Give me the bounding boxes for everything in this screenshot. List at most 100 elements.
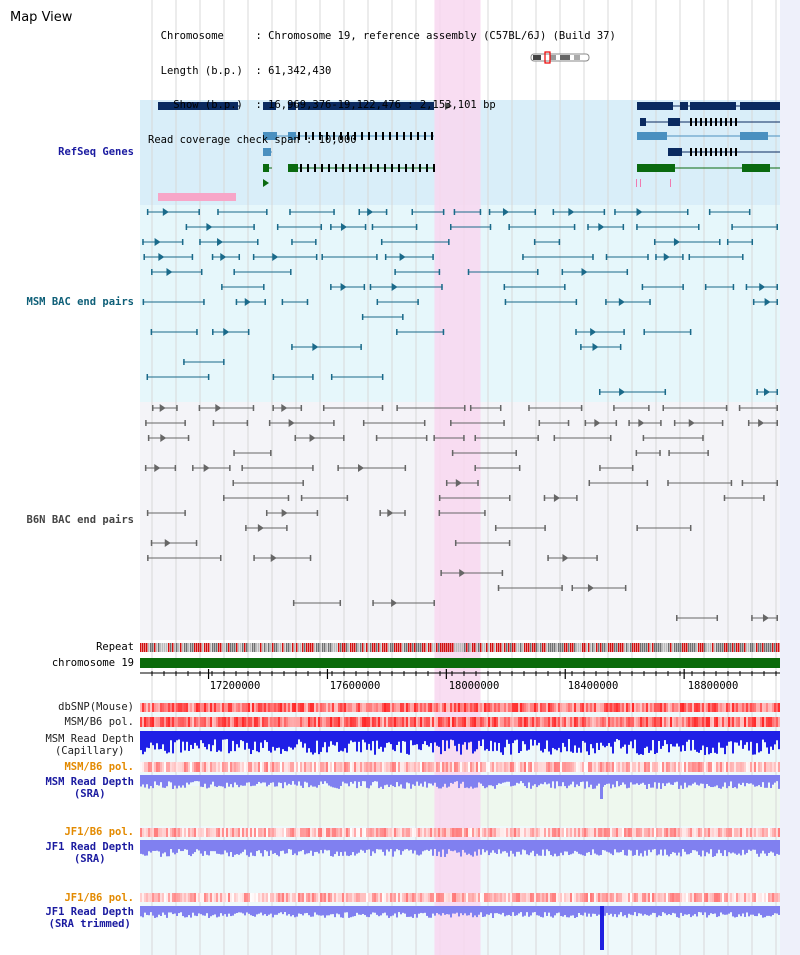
repeat-mark — [770, 643, 772, 652]
jf1-b6-pol-2-heat — [736, 893, 738, 902]
msm-b6-pol-2-heat — [262, 762, 264, 772]
msm-depth-capillary-bar — [204, 731, 206, 747]
track-label-msm-b6-pol: MSM/B6 pol. — [64, 716, 134, 728]
jf1-depth-trim-bar — [200, 906, 202, 915]
msm-b6-pol-heat — [296, 717, 298, 727]
msm-b6-pol-heat — [768, 717, 770, 727]
b6n-bac-end — [503, 420, 505, 426]
repeat-mark — [500, 643, 502, 652]
dbsnp-heat — [194, 703, 196, 712]
jf1-depth-sra-bar — [426, 840, 428, 850]
msm-depth-capillary-bar — [334, 731, 336, 746]
msm-bac-end — [641, 284, 644, 290]
jf1-b6-pol-2-heat — [460, 893, 462, 902]
dbsnp-heat — [424, 703, 426, 712]
gene-exon — [735, 118, 737, 126]
msm-b6-pol-2-heat — [402, 762, 404, 772]
dbsnp-heat — [280, 703, 282, 712]
msm-b6-pol-2-heat — [380, 762, 382, 772]
repeat-mark — [502, 643, 504, 652]
msm-b6-pol-heat — [246, 717, 248, 727]
msm-b6-pol-2-heat — [744, 762, 746, 772]
dbsnp-heat — [302, 703, 304, 712]
msm-b6-pol-heat — [610, 717, 612, 727]
jf1-b6-pol-2-heat — [630, 893, 632, 902]
msm-bac-end — [448, 239, 450, 245]
jf1-b6-pol-2-heat — [448, 893, 450, 902]
jf1-depth-trim-bar — [544, 906, 546, 913]
msm-depth-sra-bar — [480, 775, 482, 784]
dbsnp-heat — [474, 703, 476, 712]
msm-b6-pol-2-heat — [428, 762, 430, 772]
chromosome-ideogram-icon[interactable] — [530, 51, 592, 65]
jf1-b6-pol-heat — [466, 828, 468, 837]
jf1-depth-sra-bar — [388, 840, 390, 852]
jf1-depth-trim-bar — [276, 906, 278, 915]
dbsnp-heat — [632, 703, 634, 712]
jf1-depth-sra-bar — [222, 840, 224, 855]
jf1-b6-pol-2-heat — [614, 893, 616, 902]
dbsnp-heat — [426, 703, 428, 712]
msm-depth-capillary-bar — [534, 731, 536, 740]
gene-exon — [288, 132, 296, 140]
msm-depth-sra-bar — [508, 775, 510, 782]
b6n-bac-end — [272, 405, 274, 411]
msm-depth-capillary-bar — [596, 731, 598, 743]
jf1-b6-pol-2-heat — [610, 893, 612, 902]
msm-b6-pol-2-heat — [452, 762, 454, 772]
msm-b6-pol-heat — [386, 717, 388, 727]
msm-b6-pol-heat — [426, 717, 428, 727]
msm-b6-pol-heat — [232, 717, 234, 727]
msm-depth-capillary-bar — [262, 731, 264, 748]
msm-bac-end — [376, 254, 378, 260]
msm-b6-pol-heat — [448, 717, 450, 727]
msm-depth-capillary-bar — [584, 731, 586, 743]
jf1-depth-trim-bar — [406, 906, 408, 917]
repeat-mark — [238, 643, 240, 652]
jf1-depth-trim-bar — [562, 906, 564, 917]
msm-b6-pol-heat — [176, 717, 178, 727]
jf1-b6-pol-2-heat — [454, 893, 456, 902]
msm-b6-pol-2-heat — [356, 762, 358, 772]
repeat-mark — [618, 643, 620, 652]
dbsnp-heat — [542, 703, 544, 712]
msm-b6-pol-heat — [216, 717, 218, 727]
jf1-b6-pol-2-heat — [632, 893, 634, 902]
msm-depth-sra-bar — [182, 775, 184, 786]
msm-depth-sra-bar — [246, 775, 248, 783]
jf1-b6-pol-heat — [490, 828, 492, 837]
repeat-mark — [738, 643, 740, 652]
msm-b6-pol-2-heat — [270, 762, 272, 772]
jf1-depth-trim-bar — [258, 906, 260, 914]
jf1-b6-pol-heat — [392, 828, 394, 837]
msm-b6-pol-heat — [286, 717, 288, 727]
msm-b6-pol-heat — [558, 717, 560, 727]
msm-depth-sra-bar — [224, 775, 226, 789]
msm-depth-capillary-bar — [188, 731, 190, 751]
b6n-bac-end — [404, 510, 406, 516]
jf1-b6-pol-heat — [534, 828, 536, 837]
jf1-b6-pol-heat — [496, 828, 498, 837]
jf1-b6-pol-heat — [736, 828, 738, 837]
dbsnp-heat — [378, 703, 380, 712]
msm-bac-end — [688, 254, 691, 260]
msm-b6-pol-heat — [334, 717, 336, 727]
jf1-depth-sra-bar — [752, 840, 754, 850]
jf1-b6-pol-2-heat — [160, 893, 162, 902]
jf1-b6-pol-2-heat — [546, 893, 548, 902]
dbsnp-heat — [310, 703, 312, 712]
dbsnp-heat — [712, 703, 714, 712]
msm-depth-sra-bar — [674, 775, 676, 783]
dbsnp-heat — [468, 703, 470, 712]
jf1-depth-trim-bar — [144, 906, 146, 913]
dbsnp-heat — [686, 703, 688, 712]
msm-depth-sra-bar — [274, 775, 276, 787]
b6n-bac-end — [440, 570, 442, 576]
msm-depth-capillary-bar — [754, 731, 756, 755]
jf1-b6-pol-heat — [682, 828, 684, 837]
jf1-depth-sra-bar — [366, 840, 368, 850]
msm-b6-pol-2-heat — [772, 762, 774, 772]
jf1-depth-trim-bar — [528, 906, 530, 917]
msm-depth-sra-bar — [340, 775, 342, 786]
